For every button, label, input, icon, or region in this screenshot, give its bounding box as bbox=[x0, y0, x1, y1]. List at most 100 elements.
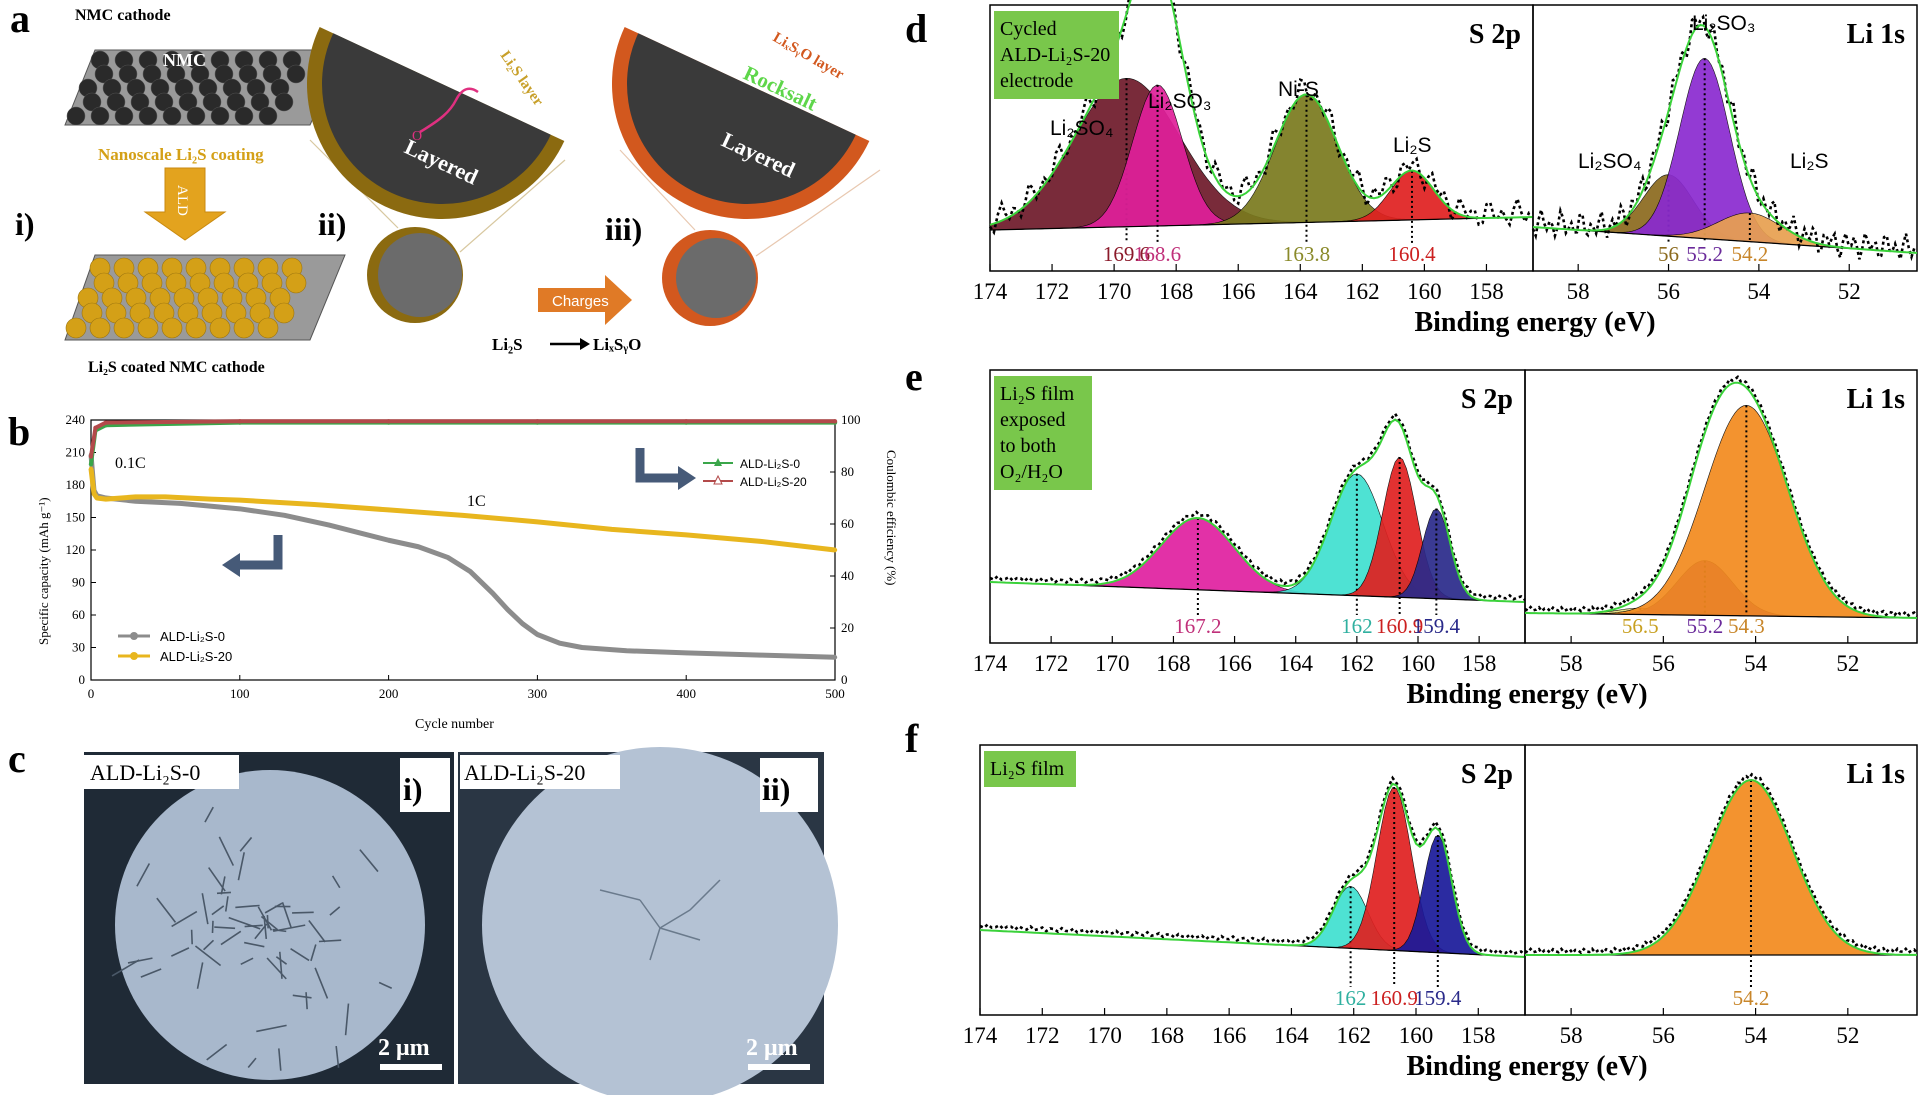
crack bbox=[190, 929, 193, 945]
ylabel-b: Specific capacity (mAh g⁻¹) bbox=[36, 497, 51, 645]
crack bbox=[256, 1024, 287, 1033]
xps-title: Li 1s bbox=[1847, 759, 1905, 790]
x-tick-label: 52 bbox=[1838, 279, 1861, 304]
legend-ce-0: ALD-Li₂S-0 bbox=[740, 457, 800, 471]
series-line-1 bbox=[88, 468, 836, 553]
series-point-3 bbox=[535, 419, 540, 424]
nmc-sphere bbox=[214, 64, 234, 84]
panel-label-e: e bbox=[905, 354, 923, 399]
peak-label: 167.2 bbox=[1174, 614, 1221, 638]
series-point-1 bbox=[460, 513, 466, 518]
crack bbox=[216, 891, 231, 895]
x-tick-label: 162 bbox=[1345, 279, 1380, 304]
panel-c: c ALD-Li₂S-0 ALD-Li₂S-20 i) ii) 2 μm 2 μ… bbox=[8, 736, 838, 1095]
series-point-3 bbox=[88, 454, 94, 459]
x-tick-label: 400 bbox=[676, 686, 696, 701]
zoom-line bbox=[459, 159, 566, 253]
series-point-0 bbox=[758, 652, 763, 658]
peak-label: 160.4 bbox=[1388, 242, 1436, 266]
series-point-0 bbox=[832, 655, 838, 660]
crack bbox=[335, 1045, 340, 1068]
ce-arrowhead bbox=[678, 466, 696, 490]
series-point-0 bbox=[557, 640, 562, 646]
crack bbox=[257, 906, 273, 931]
x-tick-label: 56 bbox=[1657, 279, 1680, 304]
series-line-3 bbox=[89, 419, 835, 457]
sample-label-box bbox=[984, 751, 1076, 787]
species-label: Li₂SO₄ bbox=[1578, 150, 1641, 173]
oxygen-path bbox=[419, 87, 479, 134]
y2-tick-label: 80 bbox=[841, 464, 854, 479]
crack bbox=[314, 967, 329, 999]
legend-marker bbox=[130, 652, 138, 660]
xlabel-b: Cycle number bbox=[415, 717, 494, 732]
series-point-1 bbox=[91, 491, 97, 496]
x-tick-label: 160 bbox=[1401, 651, 1436, 676]
sample-label-line: electrode bbox=[1000, 70, 1073, 92]
x-tick-label: 100 bbox=[230, 686, 250, 701]
xps-plot-e-li1s: 56.5 55.2 54.3 58 56 54 52 Li 1s bbox=[1524, 369, 1919, 676]
crack bbox=[224, 896, 229, 912]
legend-cap-0: ALD-Li₂S-0 bbox=[160, 629, 225, 644]
xps-title: S 2p bbox=[1461, 759, 1513, 790]
crack bbox=[308, 920, 326, 943]
x-tick-label: 52 bbox=[1836, 1023, 1859, 1048]
nmc-sphere bbox=[118, 64, 138, 84]
series-point-0 bbox=[386, 538, 391, 543]
peak-label: 55.2 bbox=[1686, 614, 1723, 638]
gold-sphere bbox=[285, 272, 307, 294]
panel-label-d: d bbox=[905, 6, 927, 51]
xps-envelope bbox=[1525, 381, 1918, 619]
crack bbox=[292, 994, 312, 999]
sample-label-line: Cycled bbox=[1000, 18, 1057, 40]
li2s-layer-label: Li₂S layer bbox=[497, 48, 547, 109]
nmc-sphere bbox=[66, 106, 86, 126]
series-point-3 bbox=[386, 419, 391, 424]
series-line-2 bbox=[89, 420, 835, 465]
x-tick-label: 158 bbox=[1461, 1023, 1496, 1048]
gold-sphere bbox=[89, 317, 111, 339]
crack bbox=[344, 1003, 350, 1036]
xps-raw-data bbox=[1524, 374, 1919, 618]
nmc-text: NMC bbox=[163, 50, 206, 70]
y-tick-label: 240 bbox=[66, 412, 86, 427]
crack bbox=[237, 852, 245, 881]
series-point-0 bbox=[416, 544, 421, 549]
gold-sphere bbox=[185, 317, 207, 339]
gold-sphere bbox=[273, 302, 295, 324]
x-tick-label: 200 bbox=[379, 686, 399, 701]
crack bbox=[290, 947, 310, 962]
legend-cap-1: ALD-Li₂S-20 bbox=[160, 649, 232, 664]
capacity-axis-arrow bbox=[238, 535, 283, 570]
peak-label: 54.3 bbox=[1728, 614, 1765, 638]
series-point-1 bbox=[94, 495, 100, 501]
panel-label-a: a bbox=[10, 0, 30, 41]
series-point-0 bbox=[624, 648, 629, 653]
y-tick-label: 30 bbox=[72, 640, 85, 655]
layered-core-ii bbox=[322, 33, 551, 204]
y-tick-label: 210 bbox=[66, 445, 86, 460]
sample-label: Li₂S film bbox=[990, 758, 1065, 780]
coating-label: Nanoscale Li₂S coating bbox=[98, 145, 264, 164]
crack bbox=[171, 947, 190, 957]
legend-marker bbox=[713, 474, 723, 485]
charges-label: Charges bbox=[552, 293, 609, 310]
crack bbox=[329, 906, 341, 916]
crack bbox=[206, 1043, 228, 1061]
series-point-0 bbox=[535, 632, 540, 637]
crack bbox=[218, 836, 235, 866]
crack bbox=[220, 930, 242, 946]
gold-sphere bbox=[137, 317, 159, 339]
crack bbox=[156, 897, 177, 923]
peak-label: 168.6 bbox=[1134, 242, 1181, 266]
xps-envelope bbox=[989, 0, 1534, 226]
nmc-sphere bbox=[202, 92, 222, 112]
crack bbox=[266, 957, 287, 980]
x-tick-label: 158 bbox=[1462, 651, 1497, 676]
nmc-sphere bbox=[138, 106, 158, 126]
crack bbox=[235, 904, 260, 909]
xps-raw-data bbox=[979, 775, 1526, 956]
xps-xlabel: Binding energy (eV) bbox=[1406, 679, 1647, 710]
gold-spheres bbox=[65, 257, 307, 339]
